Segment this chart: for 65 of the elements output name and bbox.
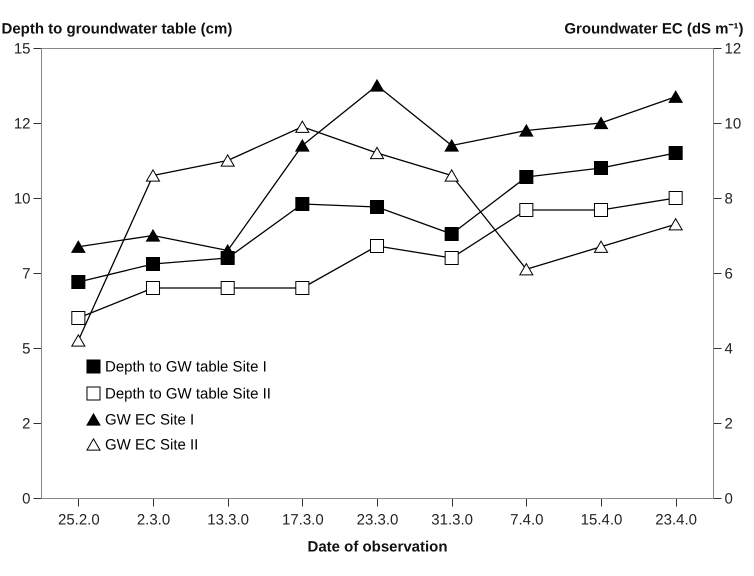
y-tick-label: 5 xyxy=(22,340,30,358)
point xyxy=(295,280,310,296)
point xyxy=(594,160,608,176)
point xyxy=(220,280,235,296)
point xyxy=(444,250,459,266)
legend-label: Depth to GW table Site II xyxy=(105,386,271,402)
y-tick-label: 7 xyxy=(22,266,30,282)
y-tick-label: 12 xyxy=(14,116,30,132)
x-tick-label: 7.4.0 xyxy=(510,512,544,528)
x-tick-label: 2.3.0 xyxy=(136,512,170,528)
point xyxy=(146,280,160,296)
point xyxy=(668,190,683,206)
point xyxy=(295,120,310,133)
point xyxy=(71,274,86,290)
point xyxy=(668,146,683,160)
point xyxy=(146,256,160,272)
point xyxy=(370,146,384,160)
point xyxy=(71,240,86,253)
point xyxy=(519,202,534,218)
legend-label: GW EC Site II xyxy=(105,436,198,454)
y2-tick-label: 12 xyxy=(724,40,742,58)
x-tick-label: 25.2.0 xyxy=(58,512,100,528)
point xyxy=(146,169,160,182)
y2-tick-label: 4 xyxy=(724,340,733,358)
y-tick-label: 15 xyxy=(14,40,30,58)
point xyxy=(220,244,235,257)
point xyxy=(71,310,86,326)
x-tick-label: 17.3.0 xyxy=(282,512,324,528)
x-axis-title: Date of observation xyxy=(307,538,448,556)
point xyxy=(220,154,235,167)
point xyxy=(444,169,459,182)
legend-label: GW EC Site I xyxy=(105,412,194,428)
y2-tick-label: 8 xyxy=(724,190,733,208)
point xyxy=(444,139,459,152)
point xyxy=(295,196,310,212)
point xyxy=(370,79,384,92)
point xyxy=(519,263,534,276)
x-tick-label: 15.4.0 xyxy=(580,512,622,528)
point xyxy=(370,238,384,254)
x-tick-label: 23.4.0 xyxy=(655,512,698,528)
point xyxy=(444,226,459,242)
x-tick-label: 23.3.0 xyxy=(356,512,398,528)
point xyxy=(668,218,683,230)
y-tick-label: 0 xyxy=(22,490,30,508)
point xyxy=(594,116,608,130)
y-tick-label: 10 xyxy=(14,190,30,208)
point xyxy=(519,124,534,137)
y2-tick-label: 2 xyxy=(724,416,733,432)
legend-label: Depth to GW table Site I xyxy=(105,358,267,376)
point xyxy=(594,202,608,218)
y2-tick-label: 10 xyxy=(724,116,742,132)
y2-tick-label: 0 xyxy=(724,490,733,508)
point xyxy=(295,139,310,152)
y-tick-label: 2 xyxy=(22,416,30,432)
point xyxy=(370,200,384,214)
point xyxy=(71,334,86,347)
point xyxy=(594,240,608,253)
x-tick-label: 31.3.0 xyxy=(431,512,474,528)
y-axis-title: Depth to groundwater table (cm) xyxy=(2,20,232,38)
point xyxy=(668,90,683,103)
point xyxy=(519,170,534,184)
y2-tick-label: 6 xyxy=(724,266,733,282)
x-tick-label: 13.3.0 xyxy=(207,512,250,528)
y2-axis-title: Groundwater EC (dS m⁻¹) xyxy=(564,20,744,38)
point xyxy=(146,229,160,242)
